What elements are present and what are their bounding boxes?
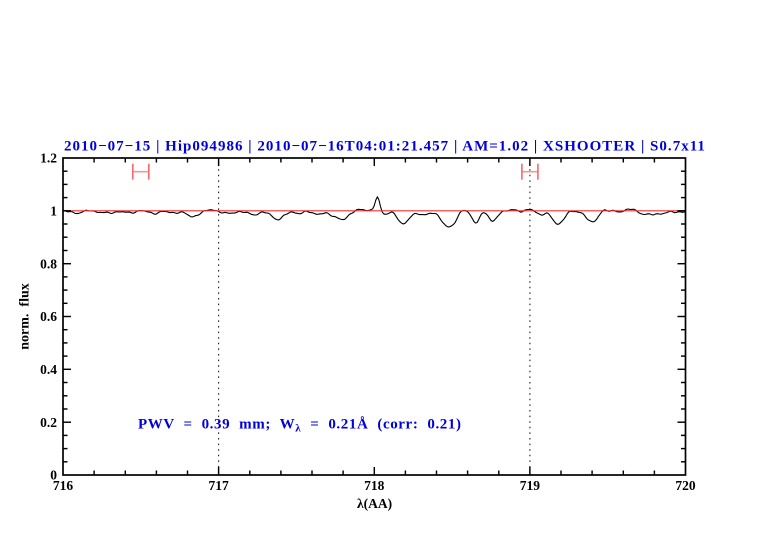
svg-text:0.6: 0.6 bbox=[40, 309, 57, 324]
svg-text:λ(AA): λ(AA) bbox=[357, 496, 392, 511]
svg-text:719: 719 bbox=[520, 478, 541, 493]
svg-text:718: 718 bbox=[364, 478, 385, 493]
svg-text:1.2: 1.2 bbox=[40, 151, 57, 166]
svg-text:717: 717 bbox=[208, 478, 229, 493]
svg-text:0: 0 bbox=[50, 468, 57, 483]
svg-text:0.2: 0.2 bbox=[40, 415, 57, 430]
svg-text:716: 716 bbox=[53, 478, 74, 493]
svg-text:720: 720 bbox=[675, 478, 696, 493]
svg-text:0.4: 0.4 bbox=[40, 362, 57, 377]
svg-text:0.8: 0.8 bbox=[40, 256, 57, 271]
svg-text:PWV = 0.39 mm; Wλ = 0.21Å (cor: PWV = 0.39 mm; Wλ = 0.21Å (corr: 0.21) bbox=[138, 416, 462, 434]
svg-text:2010−07−15 | Hip094986 | 2010−: 2010−07−15 | Hip094986 | 2010−07−16T04:0… bbox=[64, 139, 706, 155]
svg-text:norm. flux: norm. flux bbox=[18, 283, 33, 350]
svg-text:1: 1 bbox=[50, 204, 57, 219]
